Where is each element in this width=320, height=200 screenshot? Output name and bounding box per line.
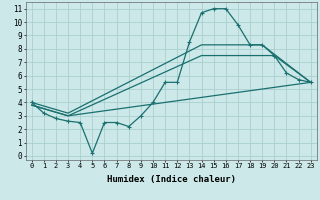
X-axis label: Humidex (Indice chaleur): Humidex (Indice chaleur) [107,175,236,184]
